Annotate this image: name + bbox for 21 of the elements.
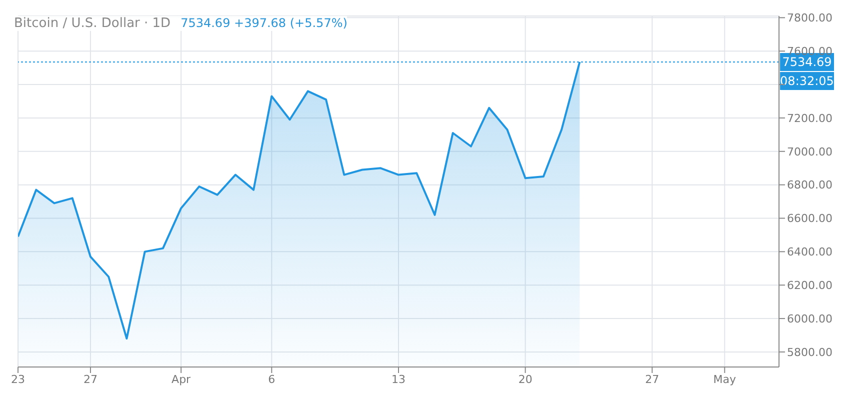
y-tick-label: 7000.00 xyxy=(787,145,832,158)
chart-subtitle: 7534.69 +397.68 (+5.57%) xyxy=(180,16,348,30)
x-tick-label: May xyxy=(713,372,736,386)
y-tick-label: 6200.00 xyxy=(787,279,832,292)
y-tick-label: 5800.00 xyxy=(787,346,832,359)
x-tick-label: 20 xyxy=(518,372,532,386)
y-tick-label: 6800.00 xyxy=(787,178,832,192)
y-tick-label: 6600.00 xyxy=(787,212,832,226)
ref-line-label: 7534.69 xyxy=(782,55,832,70)
y-tick-label: 7800.00 xyxy=(787,12,832,25)
y-tick-label: 7200.00 xyxy=(787,112,832,125)
y-tick-label: 6400.00 xyxy=(787,246,832,259)
x-tick-label: 6 xyxy=(268,372,276,386)
chart-title: Bitcoin / U.S. Dollar · 1D xyxy=(14,16,171,31)
x-tick-label: 27 xyxy=(83,372,98,386)
text: 08:32:05 xyxy=(780,74,834,88)
x-tick-label: 27 xyxy=(645,372,660,386)
x-tick-label: Apr xyxy=(172,372,192,386)
x-tick-label: 23 xyxy=(11,372,25,386)
x-tick-label: 13 xyxy=(392,372,406,386)
y-tick-label: 6000.00 xyxy=(787,312,832,326)
